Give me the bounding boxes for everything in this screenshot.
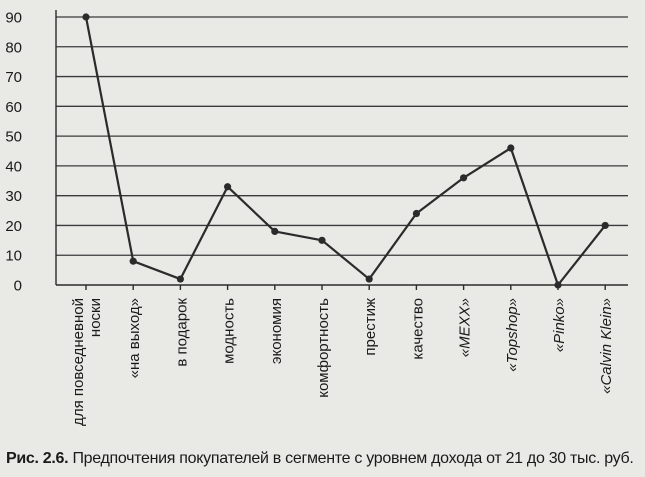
y-tick-label: 20 — [5, 218, 22, 235]
x-tick-label-group: «Topshop» — [504, 298, 521, 372]
data-point — [365, 275, 373, 283]
data-point — [129, 257, 137, 265]
x-tick-label: «Topshop» — [504, 298, 521, 372]
data-point — [601, 221, 609, 230]
caption-label: Рис. 2.6. — [6, 450, 69, 467]
x-tick-label: экономия — [268, 298, 285, 364]
x-tick-label-group: экономия — [268, 298, 285, 364]
caption-text: Предпочтения покупателей в сегменте с ур… — [72, 450, 634, 467]
x-tick-label-group: модность — [221, 298, 238, 364]
y-tick-label: 0 — [14, 278, 22, 295]
x-tick-label: качество — [409, 298, 426, 360]
x-tick-label: «на выход» — [126, 298, 143, 378]
data-series — [82, 13, 609, 289]
data-point — [176, 275, 184, 283]
data-point — [412, 209, 420, 218]
series-line — [84, 16, 607, 287]
data-point — [271, 227, 279, 235]
x-tick-label: «Calvin Klein» — [598, 298, 615, 394]
axes — [55, 10, 628, 290]
x-tick-label: престиж — [362, 298, 379, 356]
x-tick-label: модность — [221, 298, 238, 364]
x-tick-label-group: «на выход» — [126, 298, 143, 378]
x-axis-tick-labels: для повседневнойноски «на выход» в подарок… — [70, 298, 615, 426]
x-tick-label-group: «MEXX» — [457, 298, 474, 357]
y-tick-label: 50 — [5, 129, 22, 146]
figure-caption: Рис. 2.6. Предпочтения покупателей в сег… — [6, 450, 642, 468]
y-tick-label: 40 — [5, 158, 22, 175]
y-tick-label: 90 — [5, 10, 22, 27]
x-tick-label-group: престиж — [362, 298, 379, 356]
x-tick-label: в подарок — [173, 298, 190, 367]
y-tick-label: 70 — [5, 69, 22, 86]
data-point — [224, 183, 232, 191]
x-tick-label-group: «Calvin Klein» — [598, 298, 615, 394]
data-point — [460, 174, 468, 182]
data-point — [554, 281, 562, 289]
x-tick-label: для повседневнойноски — [70, 298, 104, 426]
x-tick-label: «Pinko» — [551, 298, 568, 352]
x-tick-label-group: «Pinko» — [551, 298, 568, 352]
data-point — [507, 144, 515, 152]
data-point — [318, 236, 326, 244]
y-tick-label: 80 — [5, 39, 22, 56]
y-tick-label: 30 — [5, 188, 22, 205]
data-point — [82, 13, 90, 21]
x-tick-label-group: в подарок — [173, 298, 190, 367]
y-tick-label: 60 — [5, 99, 22, 116]
x-tick-label: «MEXX» — [457, 298, 474, 357]
x-tick-label-group: комфортность — [315, 298, 332, 398]
x-tick-label-group: качество — [409, 298, 426, 360]
y-axis-tick-labels: 0 10 20 30 40 50 60 70 80 90 — [5, 10, 22, 295]
x-tick-label-group: для повседневнойноски — [70, 298, 104, 426]
x-tick-label: комфортность — [315, 298, 332, 398]
line-chart: 0 10 20 30 40 50 60 70 80 90 для повседневнойноск… — [5, 10, 628, 426]
gridlines — [56, 16, 628, 256]
y-tick-label: 10 — [5, 248, 22, 265]
